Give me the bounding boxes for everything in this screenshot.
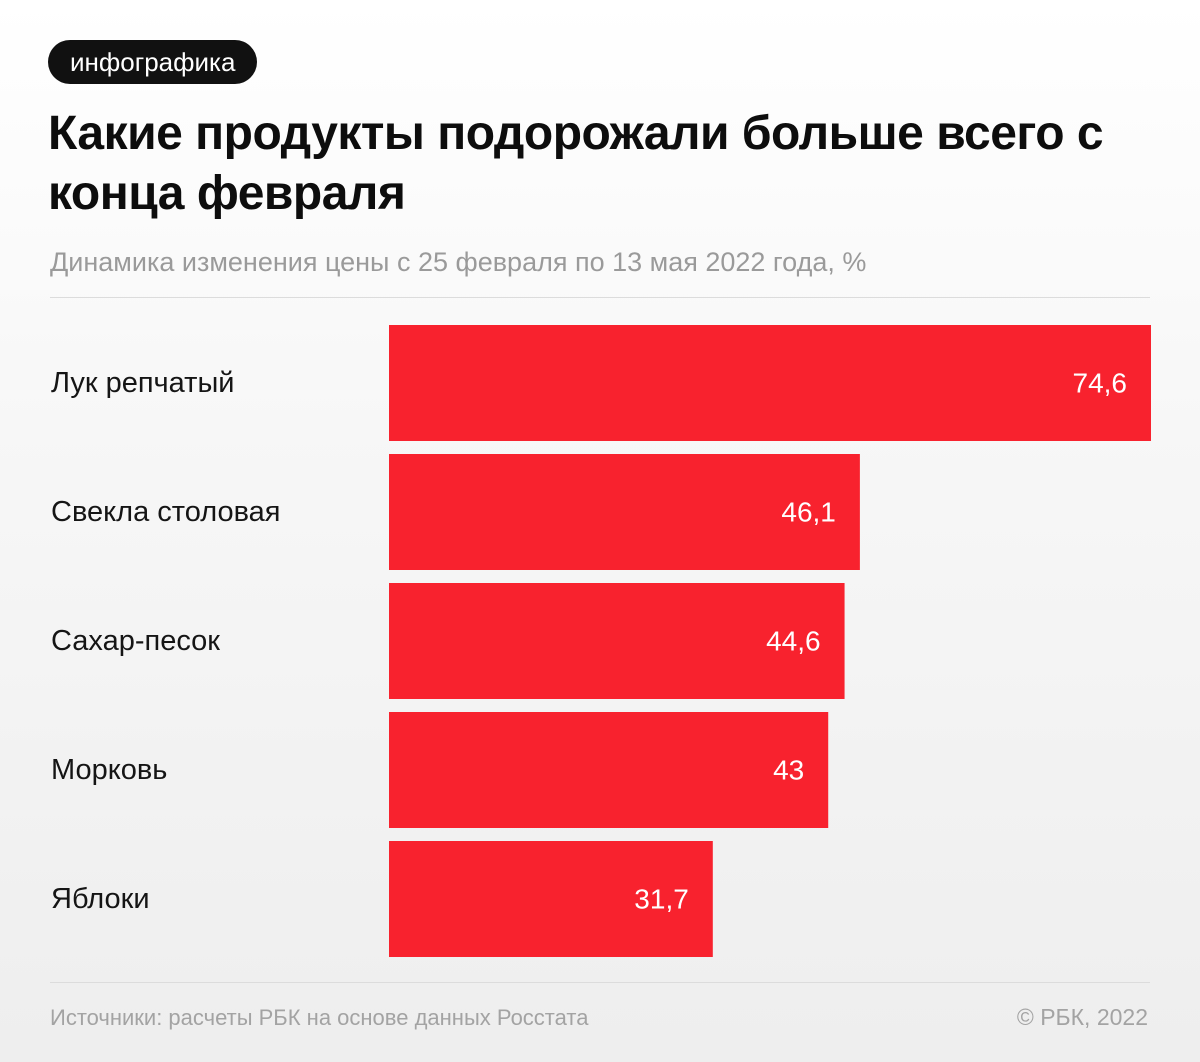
category-label: Морковь bbox=[51, 754, 167, 786]
category-label: Сахар-песок bbox=[51, 625, 220, 657]
value-label: 74,6 bbox=[1073, 368, 1128, 399]
infographic-badge: инфографика bbox=[48, 40, 258, 84]
bar-group: Свекла столовая 46,1 bbox=[51, 454, 860, 570]
category-label: Лук репчатый bbox=[51, 367, 235, 399]
bar bbox=[389, 325, 1151, 441]
bottom-divider bbox=[50, 982, 1150, 983]
value-label: 31,7 bbox=[634, 884, 689, 915]
bar bbox=[389, 454, 860, 570]
source-note: Источники: расчеты РБК на основе данных … bbox=[50, 1005, 589, 1030]
bar-group: Сахар-песок 44,6 bbox=[51, 583, 845, 699]
top-divider bbox=[50, 297, 1150, 298]
bar-chart: Лук репчатый 74,6 Свекла столовая 46,1 Сахар… bbox=[51, 325, 1151, 957]
value-label: 46,1 bbox=[781, 497, 836, 528]
bar-group: Лук репчатый 74,6 bbox=[51, 325, 1151, 441]
bar bbox=[389, 841, 713, 957]
value-label: 43 bbox=[773, 755, 804, 786]
value-label: 44,6 bbox=[766, 626, 821, 657]
chart-title: Какие продукты подорожали больше всего с… bbox=[48, 107, 1104, 220]
category-label: Яблоки bbox=[51, 883, 150, 915]
bar bbox=[389, 712, 829, 828]
bar bbox=[389, 583, 845, 699]
chart-subtitle: Динамика изменения цены с 25 февраля по … bbox=[50, 247, 867, 277]
category-label: Свекла столовая bbox=[51, 496, 281, 528]
copyright-note: © РБК, 2022 bbox=[1016, 1004, 1148, 1030]
bar-group: Морковь 43 bbox=[51, 712, 829, 828]
bar-group: Яблоки 31,7 bbox=[51, 841, 713, 957]
